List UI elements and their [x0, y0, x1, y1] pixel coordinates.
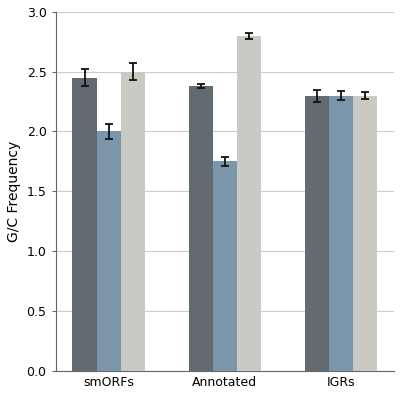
Bar — [305, 95, 329, 371]
Bar — [237, 36, 261, 371]
Bar — [121, 72, 145, 371]
Y-axis label: G/C Frequency: G/C Frequency — [7, 141, 21, 242]
Bar — [353, 95, 377, 371]
Bar — [213, 161, 237, 371]
Bar — [329, 95, 353, 371]
Bar — [73, 78, 97, 371]
Bar — [188, 86, 213, 371]
Bar — [97, 131, 121, 371]
